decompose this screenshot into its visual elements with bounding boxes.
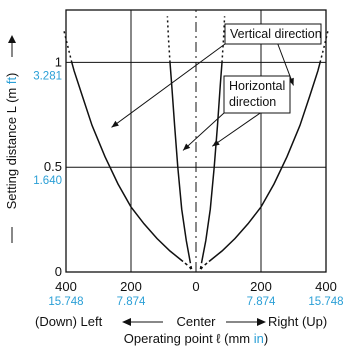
callout-box [223,75,291,114]
y-axis-label: Setting distance L (m ft) [4,73,19,210]
x-tick-alt-label: 15.748 [308,296,343,308]
y-tick-label: 1 [55,54,62,69]
callout-leader-line [211,112,261,147]
x-tick-label: 400 [55,279,77,294]
direction-center-label: Center [176,314,216,329]
x-tick-alt-label: 15.748 [48,296,83,308]
y-tick-alt-label: 1.640 [33,175,62,187]
left-arrow-icon [122,318,131,326]
callout-text: Horizontal [229,79,285,93]
series-2-right-origin-dots [198,261,203,273]
x-tick-alt-label: 7.874 [247,296,276,308]
x-tick-label: 200 [250,279,272,294]
x-axis-label: Operating point ℓ (mm in) [124,331,268,346]
series-2-left-origin-dots [189,261,194,273]
y-axis-arrow-icon [8,35,16,43]
x-tick-alt-label: 7.874 [117,296,146,308]
right-arrow-icon [257,318,266,326]
series-2-left-curve [169,62,193,273]
y-tick-label: 0.5 [44,159,62,174]
callout-text: direction [229,95,276,109]
series-1-right-dotted-extension [319,30,329,63]
series-2-left-dotted-extension [166,16,171,63]
direction-right-label: Right (Up) [268,314,327,329]
series-1-left-dotted-extension [63,30,73,63]
callout-2: Horizontal direction [182,75,291,151]
callout-leader-line [111,43,226,128]
x-tick-label: 0 [192,279,199,294]
y-axis-title: Setting distance L (m ft) [4,35,19,243]
callouts: Vertical direction Horizontal direction [111,23,322,151]
arrowhead-icon [183,143,191,151]
y-tick-alt-label: 3.281 [33,70,62,82]
series-2-right-dotted-extension [221,16,226,63]
callout-text: Vertical direction [230,27,322,41]
callout-leader-line [182,112,225,151]
direction-left-label: (Down) Left [35,314,103,329]
y-tick-label: 0 [55,264,62,279]
arrowhead-icon [111,120,119,128]
x-tick-label: 400 [315,279,337,294]
series-2-right-curve [199,62,223,273]
arrowhead-icon [212,139,220,147]
x-tick-label: 200 [120,279,142,294]
callout-1: Vertical direction [111,23,322,128]
callout-leader-line [277,43,294,86]
callout-box [224,23,322,45]
series-curves [63,16,329,273]
